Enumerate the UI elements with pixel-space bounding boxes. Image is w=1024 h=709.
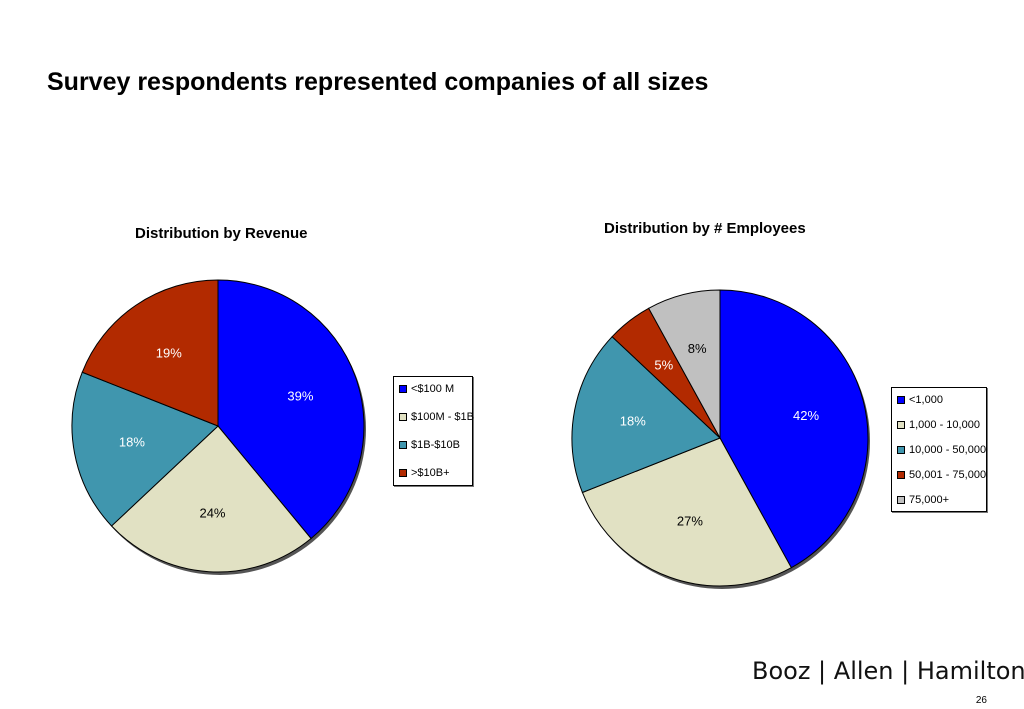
pie-slice [719, 289, 869, 569]
legend-swatch [399, 441, 407, 449]
legend-swatch [897, 471, 905, 479]
legend-label: $100M - $1B [411, 411, 474, 423]
legend-swatch [399, 385, 407, 393]
chart-title-employees: Distribution by # Employees [604, 220, 806, 237]
legend-item: $1B-$10B [399, 439, 460, 451]
legend-item: 1,000 - 10,000 [897, 419, 980, 431]
legend-swatch [897, 421, 905, 429]
pie-slice [217, 279, 365, 540]
legend-item: 10,000 - 50,000 [897, 444, 986, 456]
legend-employees: <1,000 1,000 - 10,000 10,000 - 50,000 50,00… [891, 387, 987, 512]
pie-data-label: 18% [620, 413, 646, 428]
pie-slice [81, 279, 219, 427]
legend-label: 50,001 - 75,000 [909, 469, 987, 481]
pie-data-label: 8% [688, 341, 707, 356]
legend-label: $1B-$10B [411, 439, 460, 451]
pie-data-label: 39% [287, 388, 313, 403]
legend-swatch [897, 446, 905, 454]
legend-item: <$100 M [399, 383, 454, 395]
pie-slice [110, 425, 312, 573]
legend-label: <1,000 [909, 394, 943, 406]
brand-logo: Booz | Allen | Hamilton [752, 657, 1024, 685]
slide-title: Survey respondents represented companies… [47, 68, 709, 96]
legend-label: 1,000 - 10,000 [909, 419, 980, 431]
chart-title-revenue: Distribution by Revenue [135, 225, 308, 242]
legend-label: 10,000 - 50,000 [909, 444, 987, 456]
pie-slice [571, 335, 721, 494]
pie-data-label: 19% [156, 346, 182, 361]
legend-swatch [897, 396, 905, 404]
pie-data-label: 5% [654, 357, 673, 372]
pie-slice [581, 437, 792, 587]
pie-slice [648, 289, 721, 439]
legend-label: <$100 M [411, 383, 455, 395]
pie-data-label: 24% [199, 505, 225, 520]
legend-label: 75,000+ [909, 494, 950, 506]
pie-chart-revenue: 39% 24% 18% 19% [71, 279, 366, 575]
pie-chart-employees: 42% 27% 18% 5% 8% [571, 289, 870, 589]
legend-revenue: <$100 M $100M - $1B $1B-$10B >$10B+ [393, 376, 474, 486]
pie-data-label: 18% [119, 434, 145, 449]
legend-label: >$10B+ [411, 467, 450, 479]
page-number: 26 [975, 695, 987, 706]
pie-slice [71, 371, 219, 527]
legend-item: 50,001 - 75,000 [897, 469, 986, 481]
legend-item: 75,000+ [897, 494, 949, 506]
legend-swatch [897, 496, 905, 504]
pie-data-label: 42% [793, 408, 819, 423]
legend-item: >$10B+ [399, 467, 450, 479]
legend-item: <1,000 [897, 394, 943, 406]
legend-swatch [399, 413, 407, 421]
pie-data-label: 27% [677, 514, 703, 529]
legend-item: $100M - $1B [399, 411, 474, 423]
legend-swatch [399, 469, 407, 477]
